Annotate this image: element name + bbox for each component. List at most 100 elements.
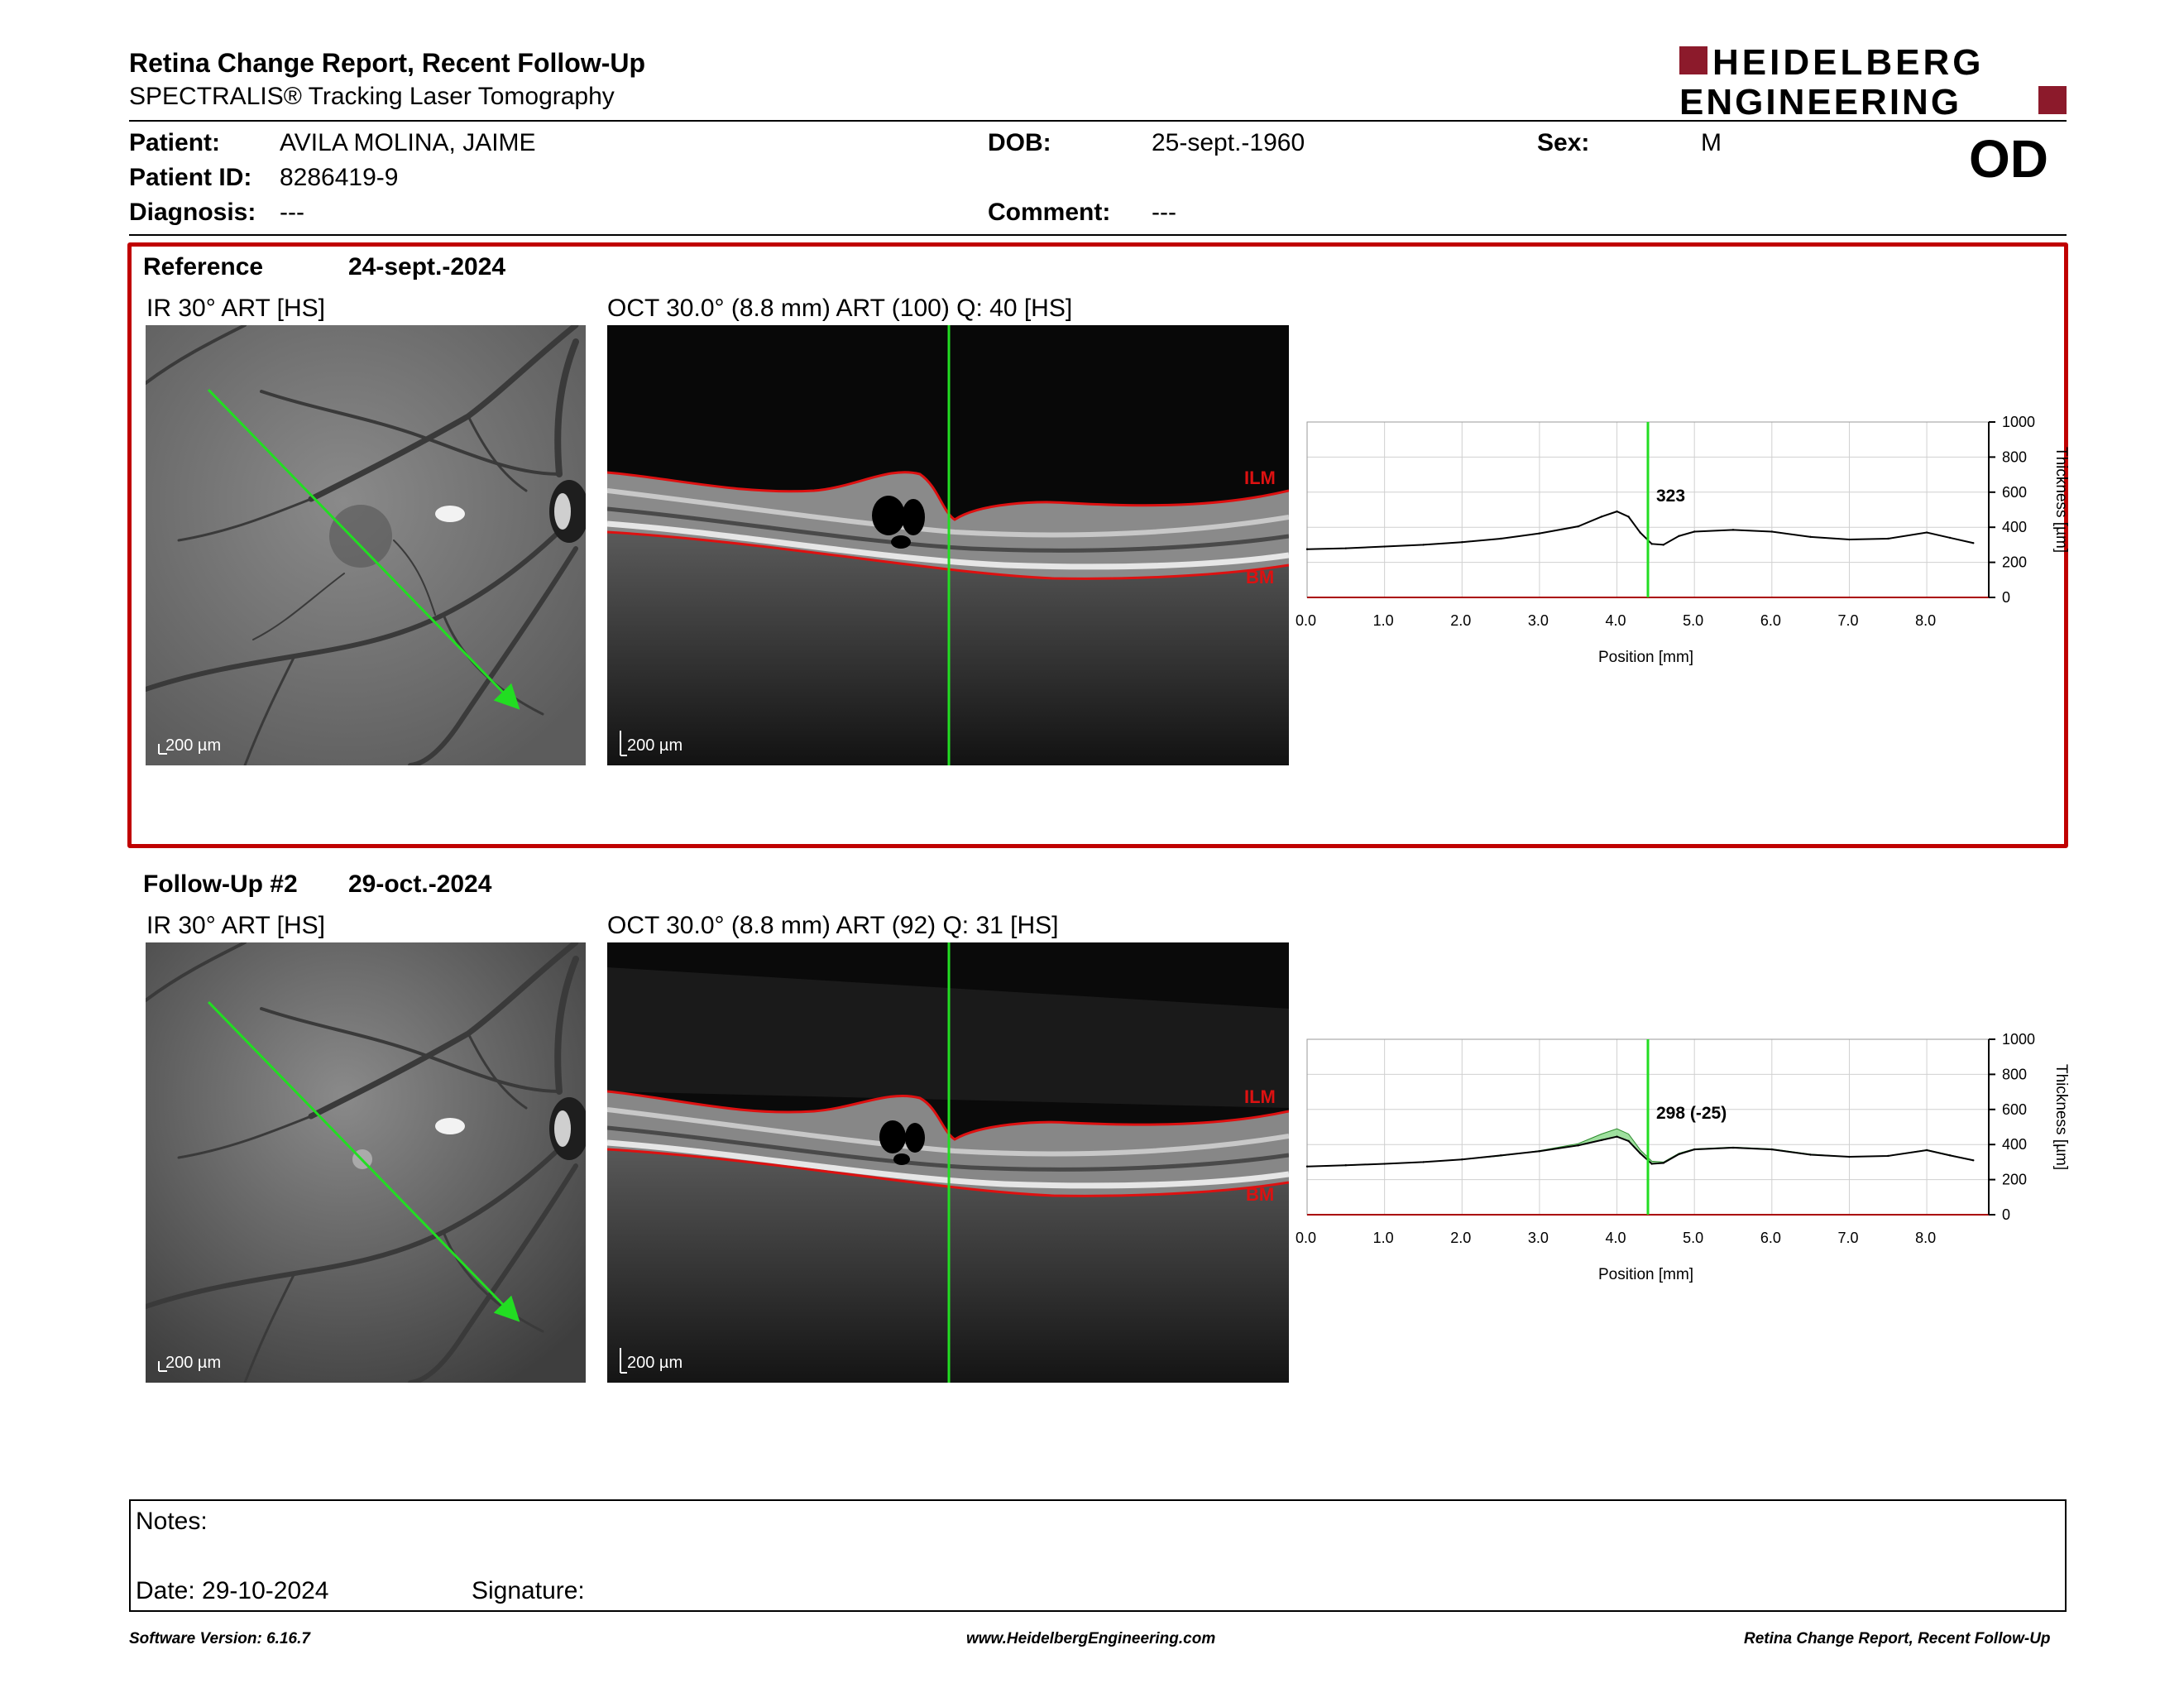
x-tick-label: 0.0 [1296,612,1316,629]
followup-oct-scale: 200 µm [627,1354,682,1372]
thickness-point [1887,1154,1889,1158]
x-axis-label: Position [mm] [1598,649,1693,666]
y-tick-label: 0 [2002,589,2010,606]
thickness-point [1383,545,1386,548]
patient-divider [129,234,2067,236]
logo-square-top [1679,46,1707,74]
marker-value-label: 298 (-25) [1656,1104,1727,1123]
logo-line2: ENGINEERING [1679,82,1961,119]
thickness-point [1662,1162,1664,1164]
followup-ir-title: IR 30° ART [HS] [146,912,325,939]
followup-oct-bscan-image: ILM BM 200 µm [607,942,1289,1383]
notes-label: Notes: [136,1508,208,1535]
x-tick-label: 4.0 [1606,612,1626,629]
patient-name: AVILA MOLINA, JAIME [280,129,536,156]
thickness-point [1693,530,1696,533]
x-axis-label: Position [mm] [1598,1266,1693,1283]
y-tick-label: 1000 [2002,414,2035,430]
thickness-point [1650,543,1653,545]
notes-box[interactable] [129,1499,2067,1612]
thickness-point [1809,535,1812,539]
y-tick-label: 200 [2002,1172,2027,1188]
thickness-point [1948,1154,1952,1157]
thickness-point [1499,1154,1502,1157]
thickness-point [1693,1148,1696,1151]
x-tick-label: 5.0 [1683,612,1703,629]
footer-website[interactable]: www.HeidelbergEngineering.com [966,1630,1216,1647]
diagnosis-value: --- [280,199,304,226]
thickness-point [1344,547,1348,549]
reference-oct-title: OCT 30.0° (8.8 mm) ART (100) Q: 40 [HS] [607,295,1073,322]
thickness-point [1305,548,1309,550]
reference-oct-bscan-image: ILM BM 200 µm [607,325,1289,765]
report-title: Retina Change Report, Recent Follow-Up [129,48,646,78]
thickness-point [1616,510,1618,513]
footer-software-version: Software Version: 6.16.7 [129,1630,310,1647]
thickness-point [1731,1146,1735,1149]
reference-ir-fundus-image: 200 µm [146,325,586,765]
x-tick-label: 6.0 [1760,1230,1781,1246]
thickness-point [1639,531,1641,534]
followup-ir-fundus-image: 200 µm [146,942,586,1383]
thickness-point [1848,538,1851,541]
thickness-point [1305,1165,1309,1168]
x-tick-label: 2.0 [1450,612,1471,629]
thickness-point [1577,525,1579,528]
dob-value: 25-sept.-1960 [1152,129,1305,156]
footer-report-name: Retina Change Report, Recent Follow-Up [1744,1630,2051,1647]
thickness-point [1383,1163,1386,1165]
x-tick-label: 6.0 [1760,612,1781,629]
sex-value: M [1701,129,1722,156]
thickness-point [1925,1149,1928,1152]
reference-ir-title: IR 30° ART [HS] [146,295,325,322]
y-tick-label: 600 [2002,484,2027,501]
thickness-point [1499,537,1502,540]
reference-thickness-chart: 0.0 1.0 2.0 3.0 4.0 5.0 6.0 7.0 8.0 0 200 400 600 800… [1291,405,2085,679]
x-tick-label: 4.0 [1606,1230,1626,1246]
thickness-point [1770,530,1774,533]
thickness-point [1461,1158,1463,1161]
heidelberg-logo: HEIDELBERG ENGINEERING [1679,42,2067,122]
thickness-point [1848,1155,1851,1158]
x-tick-label: 2.0 [1450,1230,1471,1246]
thickness-point [1616,1135,1618,1138]
thickness-point [1972,1159,1975,1162]
header-divider [129,120,2067,122]
logo-line1: HEIDELBERG [1712,45,1984,83]
thickness-point [1344,1164,1348,1167]
thickness-point [1770,1148,1774,1151]
followup-date: 29-oct.-2024 [348,870,492,898]
y-tick-label: 800 [2002,1066,2027,1082]
eye-indicator: OD [1969,129,2048,189]
y-tick-label: 1000 [2002,1031,2035,1048]
thickness-point [1887,537,1889,540]
x-tick-label: 0.0 [1296,1230,1316,1246]
followup-thickness-chart: 0.0 1.0 2.0 3.0 4.0 5.0 6.0 7.0 8.0 0 200 400 600 800… [1291,1023,2085,1296]
x-tick-label: 8.0 [1915,612,1936,629]
y-tick-label: 800 [2002,448,2027,465]
thickness-point [1627,516,1630,518]
y-tick-label: 200 [2002,554,2027,571]
x-tick-label: 3.0 [1528,1230,1549,1246]
reference-label: Reference [143,253,264,281]
thickness-point [1948,536,1952,539]
marker-value-label: 323 [1656,487,1685,506]
signature-label: Signature: [472,1577,585,1604]
sex-label: Sex: [1537,129,1590,156]
diagnosis-label: Diagnosis: [129,199,256,226]
dob-label: DOB: [988,129,1051,156]
thickness-point [1678,535,1680,537]
patient-label: Patient: [129,129,221,156]
thickness-point [1662,544,1664,546]
thickness-profile-line [1306,511,1974,550]
thickness-point [1809,1153,1812,1156]
thickness-point [1538,532,1541,535]
x-tick-label: 7.0 [1837,1230,1858,1246]
thickness-point [1627,1139,1630,1143]
followup-ir-scale: 200 µm [165,1354,221,1372]
followup-oct-title: OCT 30.0° (8.8 mm) ART (92) Q: 31 [HS] [607,912,1059,939]
y-tick-label: 400 [2002,1136,2027,1153]
followup-ilm-label: ILM [1244,1086,1276,1107]
y-tick-label: 0 [2002,1206,2010,1223]
thickness-point [1538,1150,1541,1153]
